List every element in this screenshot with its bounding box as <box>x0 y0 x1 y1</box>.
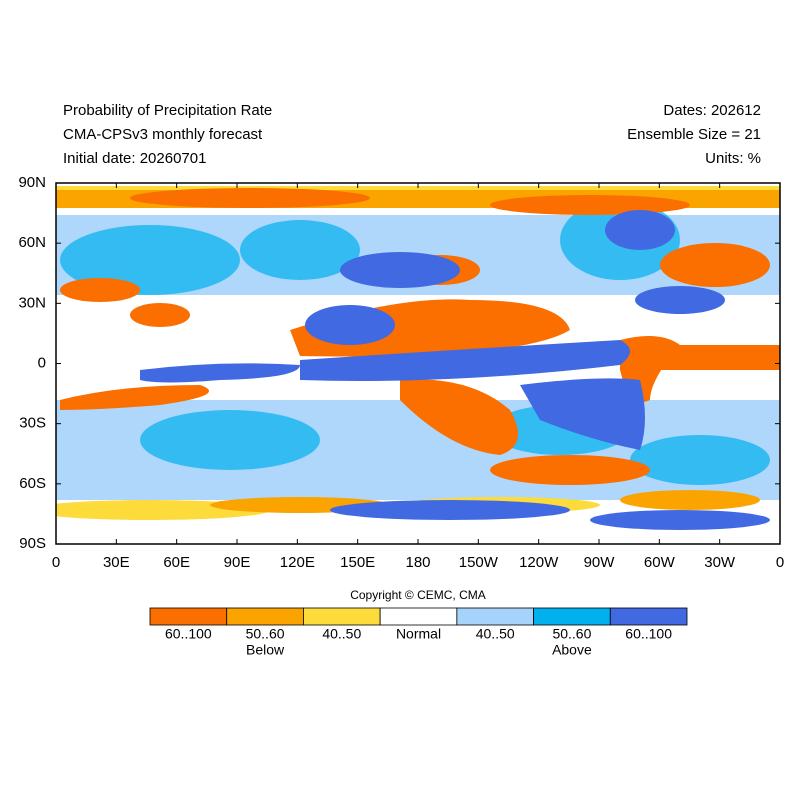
ensemble-size: Ensemble Size = 21 <box>627 126 761 143</box>
lon-label: 0 <box>776 554 784 571</box>
legend-below: Below <box>246 642 285 658</box>
lon-label: 60W <box>644 554 676 571</box>
subtitle: CMA-CPSv3 monthly forecast <box>63 126 263 143</box>
legend-label: 60..100 <box>165 626 212 642</box>
lon-label: 180 <box>405 554 430 571</box>
legend-label: 40..50 <box>322 626 361 642</box>
lat-label: 60S <box>19 475 46 492</box>
legend-label: Normal <box>396 626 441 642</box>
legend-label: 50..60 <box>246 626 285 642</box>
lat-label: 30S <box>19 415 46 432</box>
lat-label: 60N <box>18 234 46 251</box>
lon-label: 60E <box>163 554 190 571</box>
legend-swatch <box>456 607 534 626</box>
legend-label: 40..50 <box>476 626 515 642</box>
lat-label: 90N <box>18 174 46 191</box>
copyright: Copyright © CEMC, CMA <box>350 588 486 602</box>
lon-label: 120E <box>280 554 315 571</box>
lat-label: 0 <box>38 354 46 371</box>
legend-swatch <box>303 607 381 626</box>
title: Probability of Precipitation Rate <box>63 102 272 119</box>
legend-swatch <box>226 607 304 626</box>
units: Units: % <box>705 150 761 167</box>
legend-label: 60..100 <box>625 626 672 642</box>
lat-label: 90S <box>19 535 46 552</box>
lon-label: 150E <box>340 554 375 571</box>
lon-label: 90E <box>224 554 251 571</box>
lat-label: 30N <box>18 294 46 311</box>
legend-swatch <box>379 607 458 626</box>
lon-label: 30W <box>704 554 736 571</box>
dates: Dates: 202612 <box>663 102 761 119</box>
lon-label: 90W <box>584 554 616 571</box>
legend-swatch <box>149 607 228 626</box>
legend-label: 50..60 <box>552 626 591 642</box>
lon-label: 150W <box>459 554 499 571</box>
precipitation-field <box>56 183 780 544</box>
lon-label: 30E <box>103 554 130 571</box>
legend-swatch <box>533 607 611 626</box>
lon-label: 120W <box>519 554 559 571</box>
lon-label: 0 <box>52 554 60 571</box>
legend-swatch <box>609 607 688 626</box>
initial-date: Initial date: 20260701 <box>63 150 206 167</box>
legend-above: Above <box>552 642 592 658</box>
